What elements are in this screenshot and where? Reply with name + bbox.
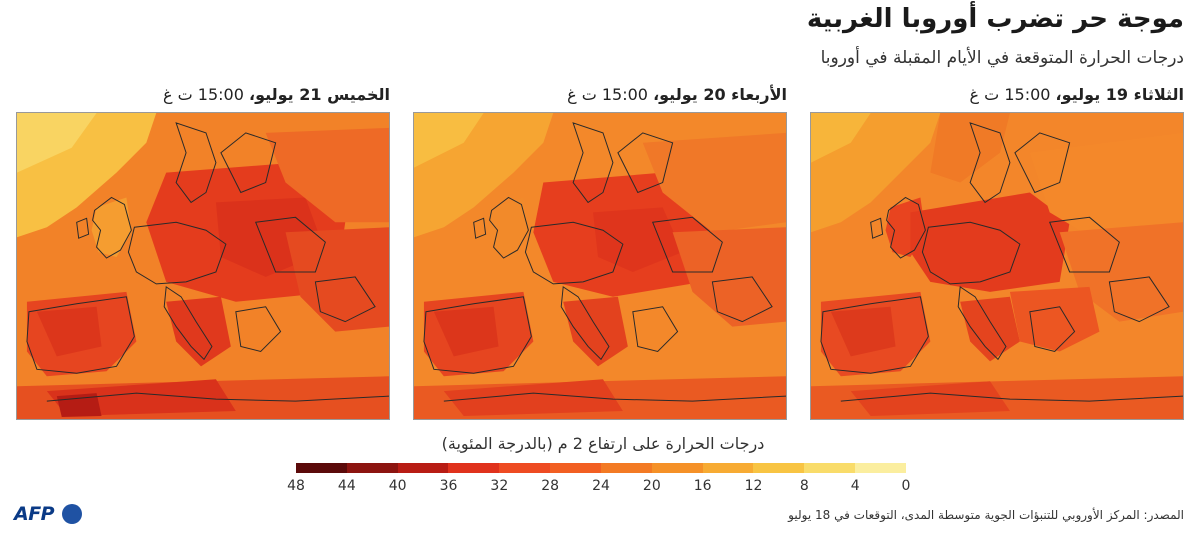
legend-swatch xyxy=(397,463,449,473)
legend-tick-label: 28 xyxy=(541,478,560,494)
legend-color-scale xyxy=(296,463,906,473)
legend-tick-label: 4 xyxy=(850,478,860,494)
legend-tick-label: 0 xyxy=(901,478,911,494)
temperature-map-tuesday xyxy=(810,112,1184,420)
panel-day: الأربعاء 20 يوليو، xyxy=(653,85,787,104)
source-note: المصدر: المركز الأوروبي للتنبؤات الجوية … xyxy=(788,508,1184,522)
page-title: موجة حر تضرب أوروبا الغربية xyxy=(806,4,1184,34)
legend-ticks: 48 44 40 36 32 28 24 20 16 12 8 4 0 xyxy=(287,478,910,498)
legend-tick-label: 36 xyxy=(439,478,458,494)
map-panel-wednesday: الأربعاء 20 يوليو، 15:00 ت غ xyxy=(413,82,787,420)
legend-swatch xyxy=(499,463,551,473)
legend-swatch xyxy=(600,463,652,473)
legend-tick-label: 20 xyxy=(642,478,661,494)
panel-day: الثلاثاء 19 يوليو، xyxy=(1055,85,1184,104)
legend-tick-label: 8 xyxy=(799,478,809,494)
panel-time: 15:00 ت غ xyxy=(567,85,648,104)
panel-label: الخميس 21 يوليو، 15:00 ت غ xyxy=(16,82,390,108)
legend-tick-label: 44 xyxy=(337,478,356,494)
panel-day: الخميس 21 يوليو، xyxy=(249,85,390,104)
page-subtitle: درجات الحرارة المتوقعة في الأيام المقبلة… xyxy=(820,48,1184,68)
temperature-map-wednesday xyxy=(413,112,787,420)
legend-tick-label: 40 xyxy=(388,478,407,494)
panel-time: 15:00 ت غ xyxy=(969,85,1051,104)
legend-tick-label: 24 xyxy=(592,478,610,494)
legend-tick-label: 48 xyxy=(287,478,305,494)
legend-title: درجات الحرارة على ارتفاع 2 م (بالدرجة ال… xyxy=(441,434,765,453)
legend-swatch xyxy=(804,463,856,473)
legend-swatch xyxy=(346,463,398,473)
panel-label: الأربعاء 20 يوليو، 15:00 ت غ xyxy=(413,82,787,108)
temperature-map-thursday xyxy=(16,112,390,420)
legend-swatch xyxy=(855,463,906,473)
legend-swatch xyxy=(753,463,805,473)
afp-logo-dot-icon xyxy=(62,504,82,524)
legend-swatch xyxy=(702,463,754,473)
afp-logo: AFP xyxy=(14,503,84,527)
legend-tick-label: 32 xyxy=(490,478,509,494)
map-panel-tuesday: الثلاثاء 19 يوليو، 15:00 ت غ xyxy=(810,82,1184,420)
legend-swatch xyxy=(651,463,703,473)
legend-tick-label: 16 xyxy=(693,478,712,494)
legend-swatch xyxy=(448,463,500,473)
legend-tick-label: 12 xyxy=(744,478,763,494)
panel-time: 15:00 ت غ xyxy=(163,85,244,104)
legend-swatch xyxy=(550,463,601,473)
afp-logo-text: AFP xyxy=(14,503,55,525)
map-panel-thursday: الخميس 21 يوليو، 15:00 ت غ xyxy=(16,82,390,420)
legend-swatch xyxy=(296,463,347,473)
panel-label: الثلاثاء 19 يوليو، 15:00 ت غ xyxy=(810,82,1184,108)
